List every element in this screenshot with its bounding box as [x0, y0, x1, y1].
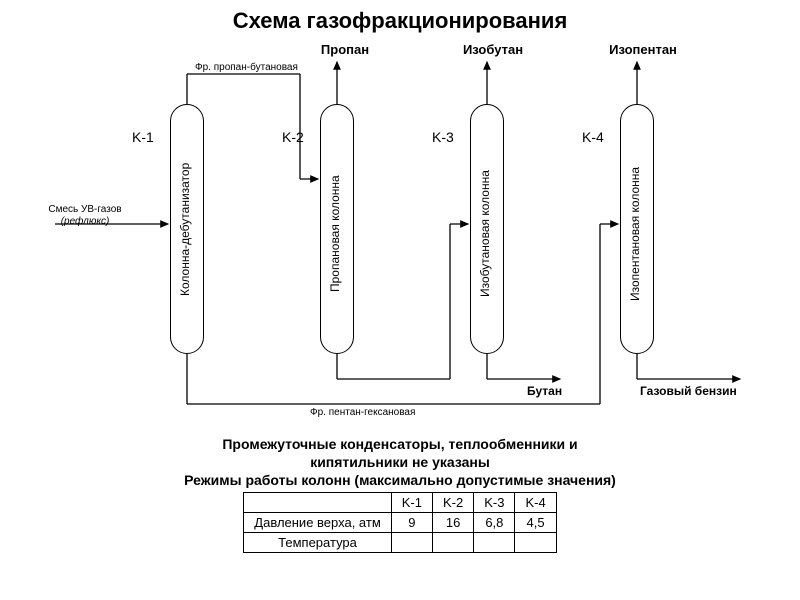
cell: 16 [433, 513, 474, 533]
cell: 4,5 [515, 513, 556, 533]
flow-arrows [0, 34, 800, 434]
column-k1-label: K-1 [132, 129, 154, 145]
output-isopentane: Изопентан [603, 42, 683, 57]
column-k1-name: Колонна-дебутанизатор [178, 134, 192, 324]
th-k2: K-2 [433, 493, 474, 513]
column-k3-label: K-3 [432, 129, 454, 145]
output-propane: Пропан [315, 42, 375, 57]
cell [474, 533, 515, 553]
table-header-row: K-1 K-2 K-3 K-4 [244, 493, 556, 513]
th-k1: K-1 [391, 493, 432, 513]
stream-pentane-hexane-fraction: Фр. пентан-гексановая [310, 407, 415, 418]
column-k2-label: K-2 [282, 129, 304, 145]
feed-line2: (рефлюкс) [61, 216, 110, 227]
table-title: Режимы работы колонн (максимально допуст… [0, 472, 800, 488]
table-row: Температура [244, 533, 556, 553]
row-pressure-label: Давление верха, атм [244, 513, 391, 533]
table-row: Давление верха, атм 9 16 6,8 4,5 [244, 513, 556, 533]
column-k4-name: Изопентановая колонна [628, 149, 642, 319]
cell: 6,8 [474, 513, 515, 533]
cell [391, 533, 432, 553]
output-gas-gasoline: Газовый бензин [640, 384, 737, 398]
feed-line1: Смесь УВ-газов [48, 204, 121, 215]
th-k3: K-3 [474, 493, 515, 513]
column-k3-name: Изобутановая колонна [478, 154, 492, 314]
cell [515, 533, 556, 553]
page-title: Схема газофракционирования [0, 0, 800, 34]
output-isobutane: Изобутан [458, 42, 528, 57]
process-diagram: K-1 Колонна-дебутанизатор K-2 Пропановая… [0, 34, 800, 434]
th-k4: K-4 [515, 493, 556, 513]
stream-propane-butane-fraction: Фр. пропан-бутановая [195, 62, 298, 73]
output-butane: Бутан [527, 384, 562, 398]
modes-table: K-1 K-2 K-3 K-4 Давление верха, атм 9 16… [243, 492, 556, 553]
cell: 9 [391, 513, 432, 533]
note-line2: кипятильники не указаны [0, 454, 800, 470]
column-k4-label: K-4 [582, 129, 604, 145]
cell [433, 533, 474, 553]
row-temperature-label: Температура [244, 533, 391, 553]
th-empty [244, 493, 391, 513]
column-k2-name: Пропановая колонна [328, 154, 342, 314]
feed-label: Смесь УВ-газов (рефлюкс) [40, 204, 130, 228]
note-line1: Промежуточные конденсаторы, теплообменни… [0, 436, 800, 452]
